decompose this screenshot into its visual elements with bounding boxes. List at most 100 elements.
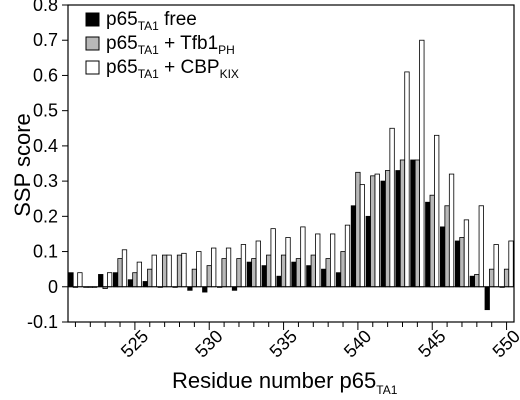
legend-swatch-1 — [85, 12, 100, 27]
bar-s2-546 — [444, 205, 450, 288]
bar-s2-528 — [176, 254, 183, 288]
y-tick-label: -0.1 — [27, 312, 58, 332]
legend-entry-1: p65TA1 free — [106, 9, 197, 33]
bar-s3-542 — [389, 127, 395, 288]
y-tick-label: 0.6 — [33, 65, 58, 85]
bar-s3-549 — [493, 244, 499, 288]
bar-s1-549 — [484, 286, 490, 311]
bar-s3-548 — [478, 205, 484, 288]
bar-s1-525 — [127, 279, 134, 288]
legend-suffix: free — [159, 9, 197, 30]
bar-s1-540 — [350, 205, 357, 288]
x-tick-label: 550 — [489, 326, 520, 361]
y-tick-label: 0.7 — [33, 30, 58, 50]
bar-s2-525 — [132, 272, 138, 288]
bar-s3-531 — [225, 247, 232, 288]
bar-s2-550 — [503, 268, 510, 288]
bar-s2-536 — [295, 258, 302, 288]
legend-entry-3: p65TA1 + CBPKIX — [106, 57, 239, 81]
x-axis-title-main: Residue number p65 — [172, 368, 376, 393]
bar-s1-544 — [410, 159, 416, 288]
bar-s3-528 — [181, 252, 187, 288]
ticks-group: 0.8 0.7 0.6 0.5 0.4 0.3 0.2 0.1 0 -0.1 525 530 535 54… — [27, 0, 520, 361]
bar-s3-545 — [434, 134, 440, 288]
bar-s3-527 — [166, 254, 172, 288]
bar-s1-547 — [454, 240, 461, 288]
bar-s1-534 — [261, 265, 267, 288]
bar-s3-539 — [344, 224, 351, 288]
bar-s1-541 — [365, 215, 371, 288]
bar-s3-529 — [196, 251, 202, 288]
x-axis-title: Residue number p65TA1 — [172, 368, 398, 397]
bar-s3-544 — [419, 39, 425, 288]
legend-main: p65 — [106, 57, 138, 78]
y-tick-label: 0.2 — [33, 206, 58, 226]
bar-s3-521 — [77, 272, 83, 288]
bar-s3-546 — [448, 173, 455, 288]
bar-s2-538 — [325, 258, 331, 288]
x-tick-label: 525 — [117, 326, 152, 361]
bar-s1-521 — [68, 272, 74, 288]
x-tick-label: 545 — [414, 326, 449, 361]
bar-s2-549 — [489, 268, 495, 288]
bar-s3-535 — [285, 237, 291, 288]
bar-s2-535 — [280, 254, 287, 288]
bar-s1-533 — [246, 261, 252, 288]
y-tick-label: 0.3 — [33, 171, 58, 191]
bar-s2-530 — [206, 265, 212, 288]
bar-s1-543 — [395, 170, 401, 288]
bar-s3-526 — [151, 254, 157, 288]
y-tick-label: 0.1 — [33, 242, 58, 262]
bar-s2-544 — [414, 159, 421, 288]
bar-s3-533 — [255, 240, 261, 288]
bar-s1-539 — [335, 272, 342, 288]
bar-s2-529 — [191, 268, 197, 288]
bar-s2-534 — [266, 254, 272, 288]
legend-sub: TA1 — [138, 19, 159, 33]
bar-s2-532 — [236, 258, 242, 288]
bar-s2-526 — [147, 268, 153, 288]
bar-s1-526 — [142, 281, 148, 288]
bar-s1-532 — [231, 286, 238, 291]
bar-s1-536 — [291, 261, 297, 288]
legend-suffix-sub: PH — [218, 43, 235, 57]
bar-s1-542 — [380, 180, 386, 288]
bar-s1-537 — [306, 265, 312, 288]
plot-frame — [67, 4, 515, 323]
bar-s3-523 — [107, 272, 113, 288]
bar-s2-541 — [370, 175, 376, 288]
legend-main: p65 — [106, 9, 138, 30]
bar-s3-547 — [463, 219, 470, 288]
y-tick-label: 0.4 — [33, 136, 58, 156]
legend-suffix: + CBP — [159, 57, 220, 78]
bar-s3-530 — [211, 247, 217, 288]
bar-s1-535 — [276, 275, 282, 288]
bar-s1-538 — [321, 268, 327, 288]
y-tick-label: 0 — [48, 277, 58, 297]
bar-s2-543 — [399, 159, 406, 288]
axes-group — [67, 4, 515, 323]
bar-s3-537 — [315, 233, 321, 288]
bar-s2-537 — [310, 254, 316, 288]
legend-swatch-2 — [85, 36, 100, 51]
bar-s3-524 — [121, 249, 128, 288]
legend-main: p65 — [106, 33, 138, 54]
bar-s1-530 — [202, 286, 208, 293]
legend-entry-2: p65TA1 + Tfb1PH — [106, 33, 235, 57]
bar-s3-540 — [359, 184, 365, 288]
x-axis-title-sub: TA1 — [376, 383, 397, 397]
bar-s2-527 — [161, 254, 168, 288]
bar-s2-524 — [117, 258, 123, 288]
bar-s2-545 — [429, 194, 435, 288]
y-tick-label: 0.5 — [33, 101, 58, 121]
bar-s1-523 — [98, 274, 104, 288]
y-tick-label: 0.8 — [33, 0, 58, 15]
bar-s2-542 — [384, 170, 391, 288]
bar-s3-538 — [329, 233, 336, 288]
legend-swatch-3 — [85, 60, 100, 75]
bar-s1-545 — [425, 201, 431, 288]
x-tick-label: 530 — [191, 326, 226, 361]
bars-group — [68, 39, 514, 311]
